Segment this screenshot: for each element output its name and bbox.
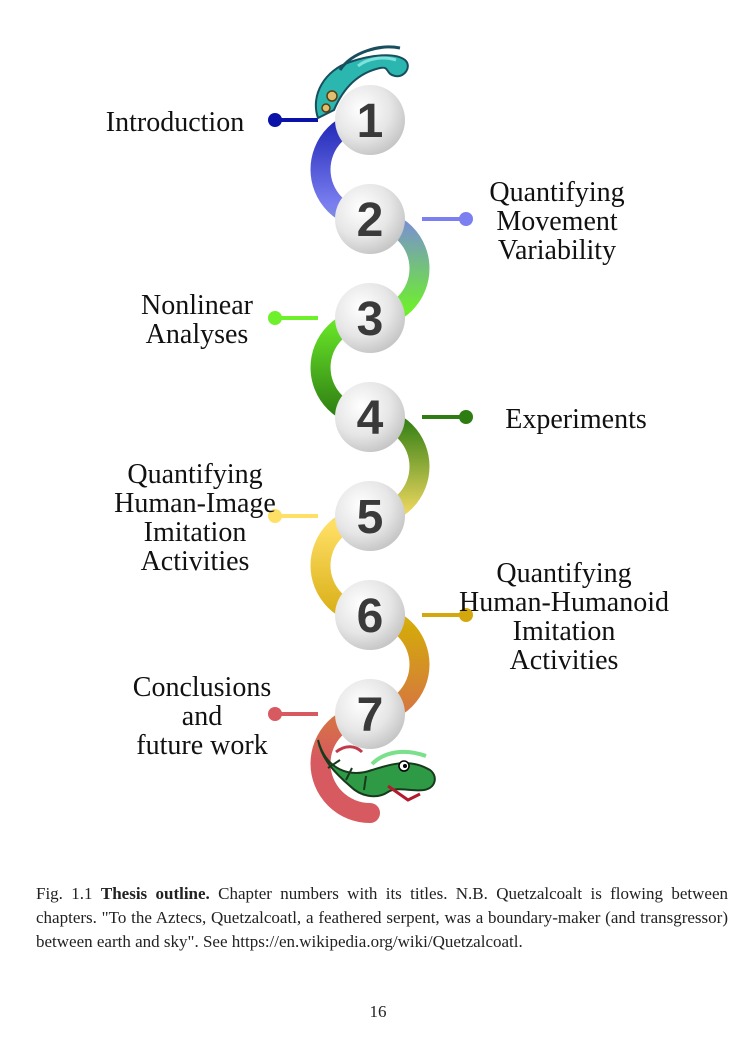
chapter-title-line: Experiments (505, 403, 647, 435)
chapter-title-line: Imitation (143, 517, 247, 548)
chapter-node-2: 2 (335, 184, 405, 254)
chapter-node-3: 3 (335, 283, 405, 353)
chapter-title-line: Variability (497, 234, 617, 266)
chapter-node-7: 7 (335, 679, 405, 749)
chapter-number-1: 1 (357, 95, 384, 148)
chapter-node-6: 6 (335, 580, 405, 650)
chapter-title-line: Conclusions (132, 671, 272, 703)
connector-dot-2 (459, 212, 473, 226)
chapter-title-line: Quantifying (489, 176, 625, 208)
chapter-circle-4 (335, 382, 405, 452)
connector-dot-1 (268, 113, 282, 127)
chapter-title-5: Quantifying Human-Image Imitation Activitie… (65, 460, 325, 576)
chapter-circle-3 (335, 283, 405, 353)
serpent-path-graphic: 1 2 3 4 5 6 7 (268, 45, 473, 823)
chapter-node-4: 4 (335, 382, 405, 452)
chapter-title-line: Activities (509, 645, 619, 676)
connector-dot-3 (268, 311, 282, 325)
connector-dot-4 (459, 410, 473, 424)
chapter-circle-5 (335, 481, 405, 551)
caption-prefix: Fig. 1.1 (36, 884, 101, 903)
caption-title: Thesis outline. (100, 884, 210, 903)
connector-dot-7 (268, 707, 282, 721)
chapter-number-3: 3 (357, 293, 384, 346)
chapter-title-line: Activities (140, 546, 250, 577)
chapter-circle-1 (335, 85, 405, 155)
chapter-number-2: 2 (357, 194, 384, 247)
connector-layer (268, 113, 473, 721)
chapter-title-line: Nonlinear (141, 290, 253, 321)
connector-dot-5 (268, 509, 282, 523)
figure-caption: Fig. 1.1 Thesis outline. Chapter numbers… (36, 882, 728, 954)
chapter-title-line: Quantifying (496, 558, 632, 589)
chapter-node-5: 5 (335, 481, 405, 551)
page-number: 16 (369, 1002, 387, 1021)
chapter-title-4: Experiments (446, 405, 706, 434)
chapter-title-line: Human-Humanoid (459, 587, 669, 618)
chapter-number-7: 7 (357, 689, 384, 742)
caption-body: Chapter numbers with its titles. N.B. Qu… (36, 884, 728, 951)
serpent-tail-icon (314, 45, 409, 120)
chapter-number-5: 5 (357, 491, 384, 544)
chapter-title-1: Introduction (45, 108, 305, 137)
chapter-title-7: Conclusions and future work (72, 673, 332, 760)
chapter-title-line: Introduction (105, 106, 245, 138)
chapter-circle-layer: 1 2 3 4 5 6 7 (335, 85, 405, 749)
chapter-title-2: Quantifying Movement Variability (427, 178, 687, 265)
chapter-title-3: Nonlinear Analyses (67, 291, 327, 349)
chapter-number-4: 4 (357, 392, 384, 445)
chapter-title-line: Analyses (145, 319, 249, 350)
chapter-title-line: Human-Image (114, 488, 276, 519)
chapter-title-6: Quantifying Human-Humanoid Imitation Activi… (434, 559, 694, 675)
chapter-circle-6 (335, 580, 405, 650)
serpent-head-icon (317, 739, 436, 802)
chapter-title-line: and (181, 700, 223, 732)
chapter-number-6: 6 (357, 590, 384, 643)
chapter-node-1: 1 (335, 85, 405, 155)
chapter-circle-2 (335, 184, 405, 254)
connector-dot-6 (459, 608, 473, 622)
chapter-title-line: Quantifying (127, 459, 263, 490)
chapter-circle-7 (335, 679, 405, 749)
chapter-title-line: Imitation (512, 616, 616, 647)
chapter-title-line: future work (136, 729, 268, 761)
chapter-title-line: Movement (496, 205, 618, 237)
